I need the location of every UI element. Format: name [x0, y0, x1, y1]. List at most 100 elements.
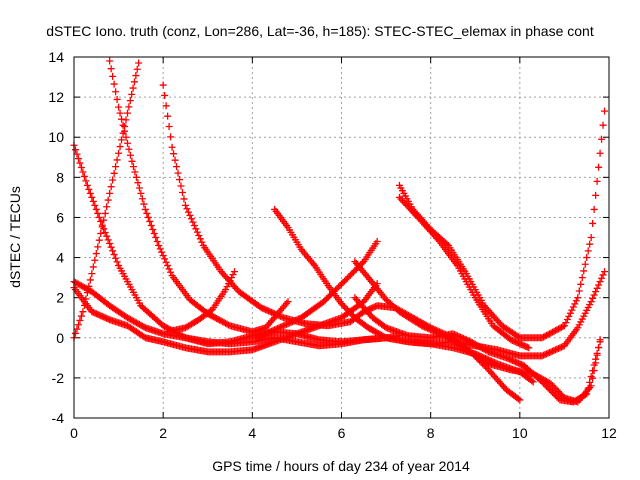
- data-point: [76, 316, 84, 324]
- data-point: [118, 115, 126, 123]
- data-point: [94, 243, 102, 251]
- data-point: [116, 109, 124, 117]
- data-point: [110, 251, 118, 259]
- data-point: [523, 343, 531, 351]
- data-point: [125, 145, 133, 153]
- data-point: [584, 384, 592, 392]
- series-arc13: [395, 193, 533, 352]
- data-point: [167, 268, 175, 276]
- data-point: [132, 72, 140, 80]
- data-point: [601, 268, 609, 276]
- data-point: [223, 283, 231, 291]
- data-point: [112, 88, 120, 96]
- data-point: [104, 236, 112, 244]
- data-point: [95, 213, 103, 221]
- data-point: [574, 294, 582, 302]
- y-tick-label: 6: [56, 209, 64, 225]
- data-point: [109, 72, 117, 80]
- data-point: [86, 276, 94, 284]
- x-tick-label: 12: [601, 425, 617, 441]
- data-point: [180, 195, 188, 203]
- data-point: [193, 228, 201, 236]
- data-point: [589, 294, 597, 302]
- data-point: [176, 176, 184, 184]
- data-point: [581, 260, 589, 268]
- data-point: [80, 172, 88, 180]
- data-point: [106, 57, 114, 65]
- data-point: [92, 205, 100, 213]
- data-point: [110, 169, 118, 177]
- data-point: [581, 391, 589, 399]
- data-point: [74, 155, 82, 163]
- data-point: [113, 156, 121, 164]
- data-point: [580, 267, 588, 275]
- data-point: [135, 59, 143, 67]
- data-point: [103, 203, 111, 211]
- y-axis-label: dSTEC / TECUs: [7, 186, 23, 288]
- data-point: [126, 151, 134, 159]
- data-point: [88, 270, 96, 278]
- data-point: [104, 196, 112, 204]
- y-tick-label: -4: [52, 410, 65, 426]
- data-point: [162, 258, 170, 266]
- data-point: [590, 361, 598, 369]
- data-point: [165, 123, 173, 131]
- chart-title: dSTEC Iono. truth (conz, Lon=286, Lat=-3…: [46, 23, 594, 39]
- data-point: [97, 229, 105, 237]
- data-point: [101, 228, 109, 236]
- data-point: [158, 248, 166, 256]
- data-point: [589, 219, 597, 227]
- data-point: [73, 325, 81, 333]
- x-axis-label: GPS time / hours of day 234 of year 2014: [212, 458, 470, 474]
- data-point: [128, 157, 136, 165]
- data-point: [569, 303, 577, 311]
- data-point: [174, 169, 182, 177]
- data-point: [133, 65, 141, 73]
- data-point: [71, 329, 79, 337]
- data-point: [91, 201, 99, 209]
- y-tick-label: 4: [56, 250, 64, 266]
- data-point: [568, 306, 576, 314]
- tick-labels: 0 2 4 6 8 10 12 -4 -2 0 2 4 6 8 10 12 14: [48, 49, 617, 441]
- data-point: [124, 109, 131, 117]
- data-point: [89, 263, 97, 271]
- data-point: [128, 90, 136, 98]
- y-tick-label: 0: [56, 330, 64, 346]
- data-point: [589, 367, 597, 375]
- data-point: [596, 278, 604, 286]
- data-point: [196, 235, 204, 243]
- data-point: [170, 150, 178, 158]
- data-point: [118, 136, 126, 144]
- data-point: [150, 229, 158, 237]
- data-point: [593, 349, 601, 357]
- data-point: [88, 193, 96, 201]
- series-arc7: [164, 268, 238, 336]
- data-point: [94, 209, 102, 217]
- data-point: [79, 308, 87, 316]
- data-point: [134, 179, 142, 187]
- data-point: [575, 287, 583, 295]
- data-point: [598, 135, 606, 143]
- data-point: [100, 216, 108, 224]
- y-tick-label: 14: [48, 49, 64, 65]
- data-point: [593, 284, 601, 292]
- plot-frame: [73, 56, 610, 419]
- data-point: [149, 225, 157, 233]
- data-point: [587, 373, 595, 381]
- data-point: [126, 97, 134, 105]
- data-point: [122, 133, 130, 141]
- data-point: [116, 143, 124, 151]
- data-point: [592, 191, 600, 199]
- data-point: [112, 254, 120, 262]
- data-point: [583, 390, 591, 398]
- data-point: [373, 238, 381, 246]
- data-point: [593, 177, 601, 185]
- data-point: [144, 213, 152, 221]
- data-point: [190, 221, 198, 229]
- data-point: [195, 231, 203, 239]
- data-point: [146, 217, 154, 225]
- data-point: [589, 374, 597, 382]
- data-point: [168, 143, 176, 151]
- data-point: [129, 84, 137, 92]
